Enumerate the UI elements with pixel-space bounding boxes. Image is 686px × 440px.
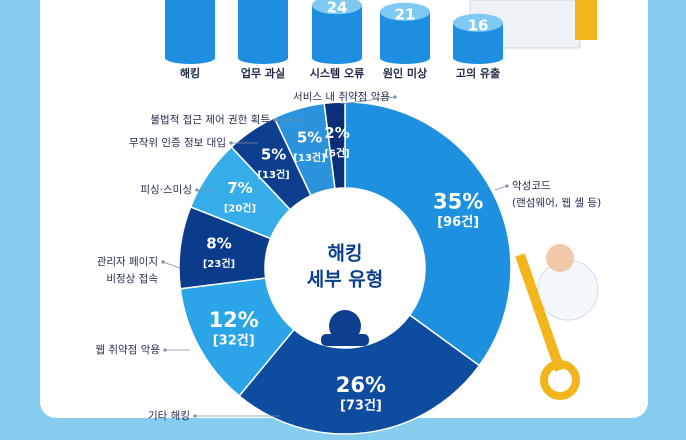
category-label: 고의 유출 <box>456 66 500 80</box>
value-label: 35% <box>433 189 483 213</box>
value-label: 21 <box>395 5 416 23</box>
person-head <box>546 244 574 272</box>
bar-top <box>380 2 430 21</box>
category-label: 기타 해킹 <box>148 409 190 422</box>
donut-segment <box>323 101 346 190</box>
category-label: 웹 취약점 악용 <box>95 344 160 356</box>
category-label: 서비스 내 취약점 악용 <box>293 91 390 103</box>
key-decor <box>515 253 565 372</box>
category-label: 무작위 인증 정보 대입 <box>129 136 226 149</box>
count-label: [73건] <box>340 397 382 413</box>
bar-top <box>453 13 503 32</box>
value-label: 5% <box>261 145 286 163</box>
donut-title: 해킹 <box>328 243 363 265</box>
donut-segment <box>238 313 481 435</box>
leader-dot <box>229 141 233 145</box>
category-label: (랜섬웨어, 웹 셸 등) <box>512 197 601 209</box>
value-label: 8% <box>206 235 231 253</box>
bar <box>238 0 288 58</box>
leader-dot <box>193 414 197 418</box>
value-label: 2% <box>324 124 349 142</box>
leader-dot <box>163 348 167 352</box>
count-label: [96건] <box>437 214 479 230</box>
leader-line <box>162 261 181 269</box>
value-label: 12% <box>209 308 259 332</box>
category-label: 시스템 오류 <box>310 66 364 80</box>
category-label: 피싱·스미싱 <box>140 184 192 196</box>
leader-line <box>339 96 396 105</box>
value-label: 26% <box>336 373 386 397</box>
count-label: [13건] <box>257 168 289 181</box>
category-label: 원인 미상 <box>383 66 427 80</box>
leader-line <box>494 185 508 191</box>
leader-dot <box>505 184 509 188</box>
leader-dot <box>161 260 165 264</box>
count-label: [6건] <box>324 146 349 159</box>
value-label: 5% <box>297 129 322 147</box>
leader-dot <box>273 118 277 122</box>
count-label: [20건] <box>224 202 256 215</box>
bar-base <box>380 52 430 64</box>
hacker-icon <box>321 334 369 346</box>
leader-dot <box>393 95 397 99</box>
value-label: 16 <box>468 16 489 34</box>
bar-top <box>312 0 362 15</box>
count-label: [23건] <box>203 257 235 270</box>
category-label: 비정상 접속 <box>106 273 158 285</box>
category-label: 관리자 페이지 <box>97 256 158 268</box>
donut-title: 세부 유형 <box>307 269 384 291</box>
bar-base <box>453 52 503 64</box>
leader-dot <box>195 188 199 192</box>
bar-base <box>238 52 288 64</box>
category-label: 업무 과실 <box>241 66 285 80</box>
count-label: [32건] <box>213 333 255 349</box>
donut-hole <box>266 189 424 347</box>
bar-base <box>312 52 362 64</box>
value-label: 7% <box>227 179 252 197</box>
bar <box>165 0 215 58</box>
donut-segment <box>344 101 512 367</box>
bar-base <box>165 52 215 64</box>
key-decor <box>540 360 580 400</box>
value-label: 24 <box>327 0 348 17</box>
category-label: 해킹 <box>180 66 200 80</box>
person-decor <box>575 0 597 40</box>
category-label: 악성코드 <box>512 180 551 192</box>
count-label: [13건] <box>293 151 325 164</box>
category-label: 불법적 접근 제어 권한 획득 <box>150 114 270 126</box>
